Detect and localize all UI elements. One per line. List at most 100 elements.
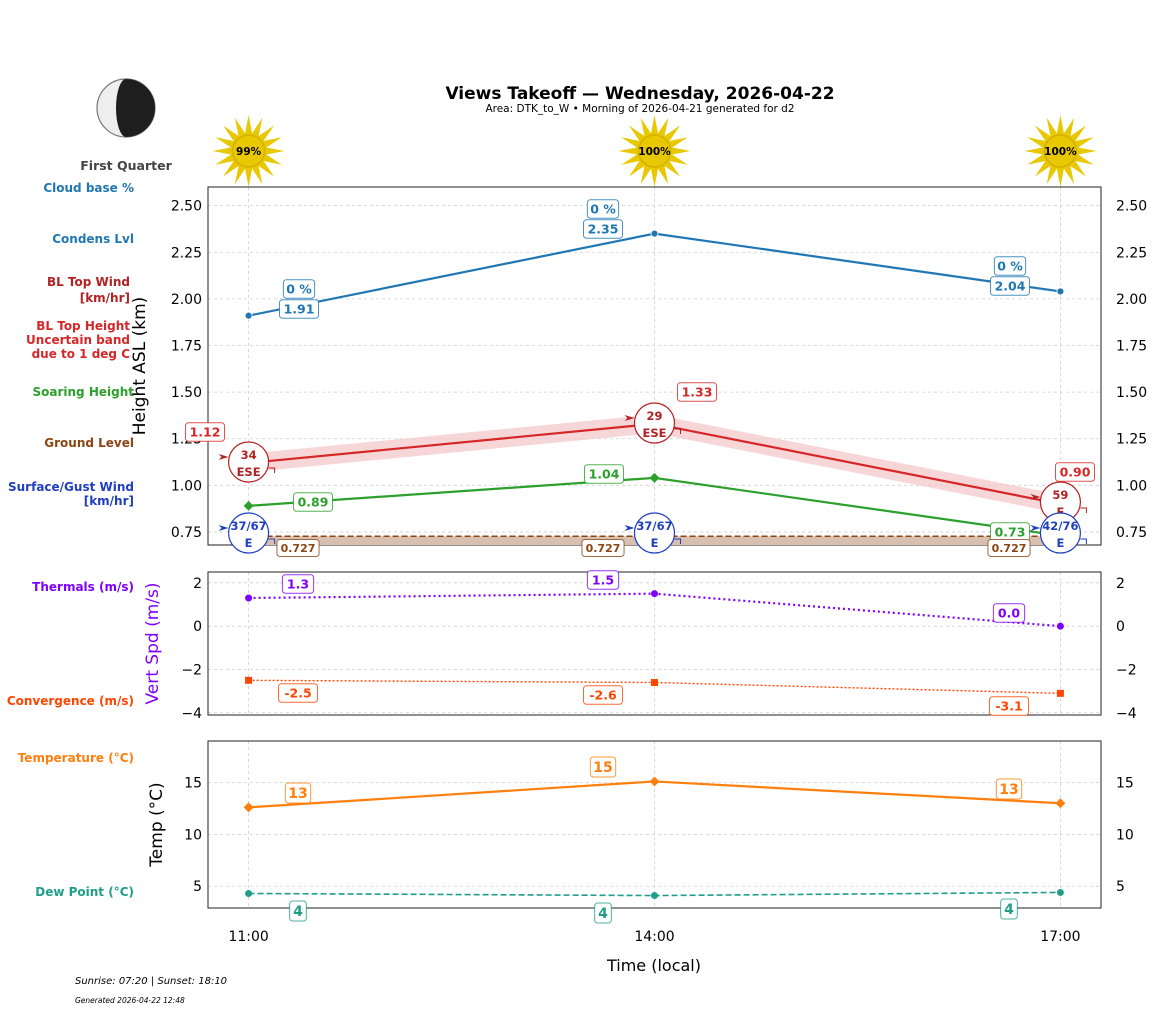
bl-uncertainty-band <box>248 414 1061 514</box>
bl-top-label-box <box>1055 462 1095 482</box>
thermals-label: 1.5 <box>592 573 614 588</box>
x-tick-label: 14:00 <box>634 929 674 945</box>
side-label-surface-wind: [km/hr] <box>84 494 134 508</box>
y-axis-label: Temp (°C) <box>147 782 167 867</box>
x-axis-label: Time (local) <box>606 956 701 975</box>
sun-percent-label: 100% <box>638 146 671 158</box>
surface-wind-arrow-icon <box>1030 525 1041 531</box>
condens-point <box>650 229 659 238</box>
y-tick-label-right: 2.50 <box>1116 199 1147 215</box>
y-tick-label-left: 2.00 <box>171 292 202 308</box>
temperature-label-box <box>589 756 617 778</box>
y-tick-label-right: 5 <box>1116 879 1125 895</box>
sun-icon-disc <box>231 134 266 168</box>
temperature-label: 13 <box>288 786 307 802</box>
cloud-base-pct-label-box <box>993 256 1027 276</box>
surface-wind-arrow-icon <box>218 525 229 531</box>
dewpoint-label-box <box>1000 898 1018 920</box>
y-tick-label-right: 15 <box>1116 775 1134 791</box>
footer-sun-times: Sunrise: 07:20 | Sunset: 18:10 <box>75 976 227 987</box>
soaring-point <box>649 472 660 483</box>
y-tick-label-right: 2.25 <box>1116 245 1147 261</box>
ground-level-label: 0.727 <box>281 542 316 555</box>
ground-level-label-box <box>276 539 320 557</box>
side-label-dewpoint: Dew Point (°C) <box>35 885 134 899</box>
dewpoint-label-box <box>289 900 307 922</box>
cloud-base-pct-label-box <box>282 279 316 299</box>
surface-wind-speed: 42/76 <box>1042 519 1078 533</box>
bl-wind-speed: 29 <box>646 409 662 423</box>
condens-label: 2.04 <box>995 279 1026 294</box>
temperature-label-box <box>995 778 1023 800</box>
thermals-label-box <box>586 570 620 590</box>
surface-wind-direction: E <box>245 536 253 550</box>
soaring-label: 0.73 <box>995 525 1026 540</box>
surface-wind-barb-icon <box>674 538 681 544</box>
temperature-label: 15 <box>593 760 612 776</box>
surface-wind-circle <box>227 512 270 554</box>
footer-generated: Generated 2026-04-22 12:48 <box>75 996 185 1005</box>
y-tick-label-right: 2 <box>1116 576 1125 592</box>
y-tick-label-right: 1.25 <box>1116 432 1147 448</box>
convergence-point <box>651 679 658 686</box>
side-label-condens: Condens Lvl <box>52 232 134 246</box>
moon-first-quarter-icon <box>96 78 156 138</box>
moon-phase-label: First Quarter <box>80 158 172 173</box>
dewpoint-label: 4 <box>1004 902 1014 918</box>
convergence-label: -2.6 <box>589 688 617 703</box>
bl-top-label: 0.90 <box>1060 465 1091 480</box>
thermals-label-box <box>281 574 315 594</box>
x-tick-label: 17:00 <box>1040 929 1080 945</box>
chart-subtitle: Area: DTK_to_W • Morning of 2026-04-21 g… <box>485 103 794 115</box>
side-label-bl-height: due to 1 deg C <box>32 347 131 361</box>
dewpoint-label: 4 <box>598 906 608 922</box>
bl-wind-direction: E <box>1056 505 1064 519</box>
ground-level-label: 0.727 <box>992 542 1027 555</box>
thermals-point <box>245 594 253 602</box>
temperature-label-box <box>284 782 312 804</box>
y-tick-label-left: 2.25 <box>171 245 202 261</box>
ground-level-label-box <box>581 539 625 557</box>
side-label-ground: Ground Level <box>44 436 134 450</box>
soaring-label: 1.04 <box>589 467 620 482</box>
temperature-point <box>649 776 660 787</box>
side-label-thermals: Thermals (m/s) <box>32 580 134 594</box>
y-tick-label-right: 0.75 <box>1116 525 1147 541</box>
soaring-label: 0.89 <box>298 495 329 510</box>
bl-wind-circle <box>227 441 270 483</box>
y-tick-label-left: −2 <box>181 663 202 679</box>
bl-wind-circle <box>633 402 676 444</box>
convergence-label: -3.1 <box>995 699 1022 714</box>
plot-frame <box>207 571 1102 716</box>
bl-top-label-box <box>677 382 717 402</box>
x-tick-label: 11:00 <box>228 929 268 945</box>
sun-percent-label: 99% <box>236 146 262 158</box>
bl-wind-barb-icon <box>268 467 276 473</box>
y-tick-label-left: −4 <box>181 706 202 722</box>
side-label-cloud-base: Cloud base % <box>43 181 134 195</box>
y-tick-label-right: 10 <box>1116 827 1134 843</box>
side-label-bl-height: Uncertain band <box>26 333 130 347</box>
y-tick-label-right: 2.00 <box>1116 292 1147 308</box>
convergence-label: -2.5 <box>284 686 311 701</box>
y-axis-label: Height ASL (km) <box>130 297 150 436</box>
convergence-label-box <box>583 685 623 705</box>
condens-point <box>1056 287 1065 296</box>
y-tick-label-right: 1.50 <box>1116 385 1147 401</box>
y-tick-label-right: 1.00 <box>1116 478 1147 494</box>
y-tick-label-right: −2 <box>1116 663 1137 679</box>
side-label-bl-height: BL Top Height <box>36 319 130 333</box>
y-tick-label-left: 2.50 <box>171 199 202 215</box>
bl-wind-speed: 59 <box>1052 488 1068 502</box>
y-tick-label-left: 0 <box>193 619 202 635</box>
thermals-point <box>651 590 658 598</box>
condens-point <box>244 311 253 320</box>
condens-label-box <box>583 219 623 239</box>
plot-frame <box>207 740 1102 909</box>
condens-label-box <box>990 276 1030 296</box>
bl-wind-speed: 34 <box>241 448 257 462</box>
bl-wind-direction: ESE <box>237 465 261 479</box>
y-tick-label-left: 1.00 <box>171 478 202 494</box>
surface-wind-direction: E <box>1056 536 1064 550</box>
bl-wind-barb-icon <box>674 428 681 434</box>
